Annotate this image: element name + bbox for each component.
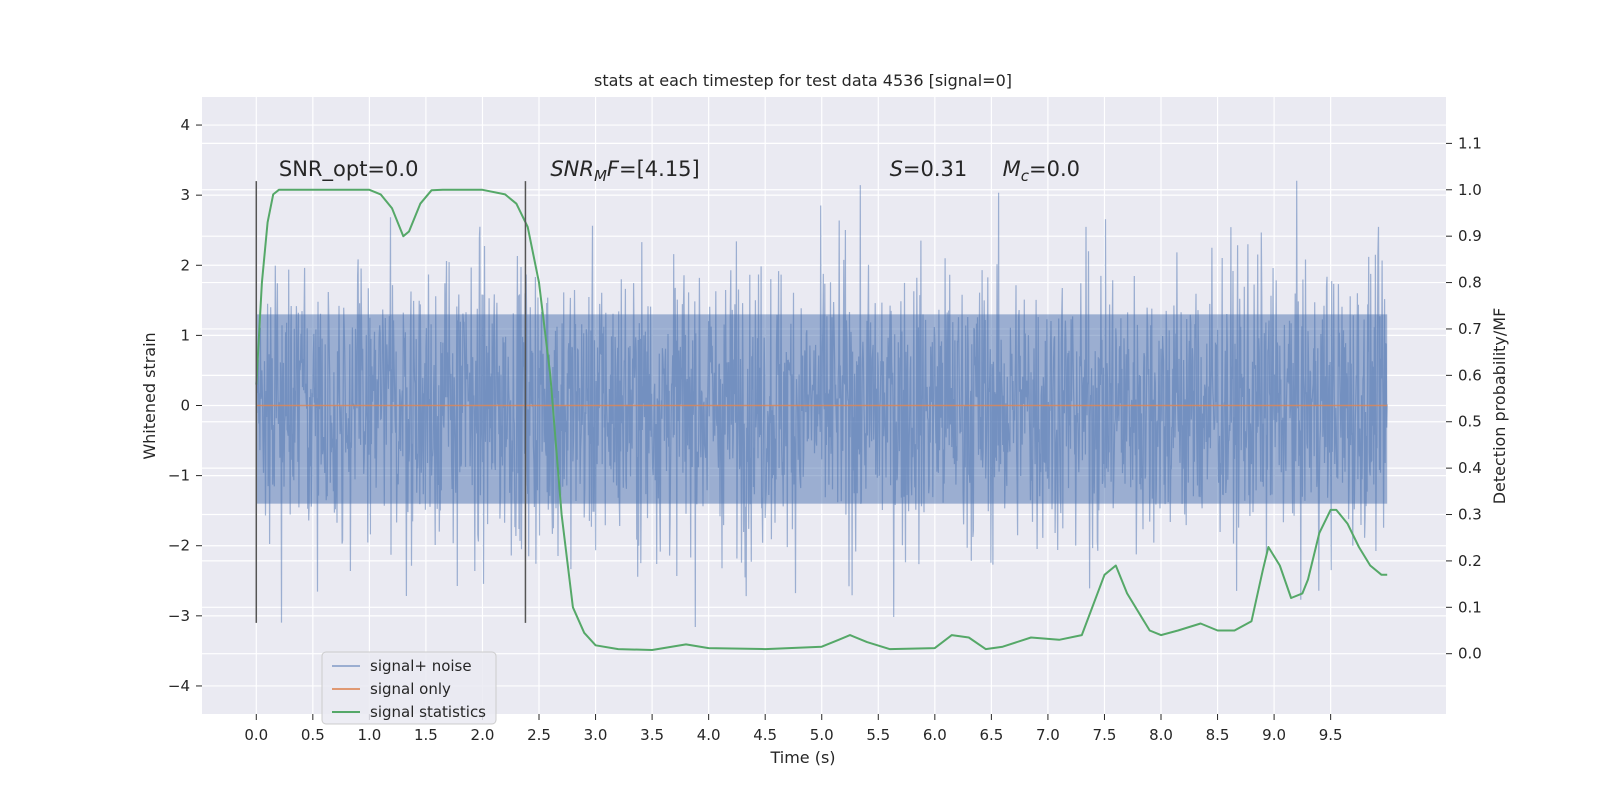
annotation-3: Mc=0.0 [1003,157,1080,185]
legend-label: signal only [370,680,451,698]
x-tick-label: 7.5 [1093,726,1117,744]
x-tick-label: 6.0 [923,726,947,744]
y-axis-label: Whitened strain [140,332,159,459]
series-signal-noise [255,180,1388,628]
y2-tick-label: 0.5 [1458,413,1482,431]
y2-tick-label: 1.1 [1458,134,1482,152]
y-tick-label: −4 [168,677,190,695]
x-tick-label: 7.0 [1036,726,1060,744]
signal-statistics-line [255,188,1388,651]
y2-tick-label: 0.8 [1458,274,1482,292]
x-tick-label: 1.0 [357,726,381,744]
signal-noise-core [256,314,1388,504]
y2-axis-ticks: 0.0 0.1 0.2 0.3 0.4 0.5 0.6 0.7 0.8 0.9 1.0 1.1 [1446,134,1482,663]
y2-tick-label: 1.0 [1458,181,1482,199]
x-tick-label: 5.5 [866,726,890,744]
x-tick-label: 8.0 [1149,726,1173,744]
y-tick-label: 4 [180,116,190,134]
legend-label: signal+ noise [370,657,472,675]
y2-tick-label: 0.7 [1458,320,1482,338]
y2-tick-label: 0.1 [1458,598,1482,616]
x-tick-label: 8.5 [1206,726,1230,744]
chart-title: stats at each timestep for test data 453… [594,71,1012,90]
y2-axis-label: Detection probability/MF [1490,308,1509,505]
y-tick-label: −2 [168,537,190,555]
x-tick-label: 3.5 [640,726,664,744]
annotation-0: SNR_opt=0.0 [279,157,419,182]
x-axis-label: Time (s) [769,748,835,767]
x-tick-label: 2.5 [527,726,551,744]
x-tick-label: 1.5 [414,726,438,744]
x-tick-label: 4.0 [697,726,721,744]
legend: signal+ noise signal only signal statistic… [321,651,497,725]
series-signal-statistics [255,188,1388,651]
x-tick-label: 0.5 [301,726,325,744]
x-tick-label: 9.5 [1319,726,1343,744]
legend-box [321,651,497,725]
y-axis-ticks: −4 −3 −2 −1 0 1 2 3 4 [168,116,202,695]
x-tick-label: 0.0 [244,726,268,744]
x-tick-label: 5.0 [810,726,834,744]
y2-tick-label: 0.3 [1458,506,1482,524]
y-tick-label: 2 [180,256,190,274]
y2-tick-label: 0.9 [1458,227,1482,245]
annotation-1: SNRMF=[4.15] [550,157,699,185]
x-tick-label: 2.0 [471,726,495,744]
y2-tick-label: 0.2 [1458,552,1482,570]
vertical-markers [255,181,527,623]
annotations: SNR_opt=0.0 SNRMF=[4.15] S=0.31 Mc=0.0 [279,157,1080,185]
y2-tick-label: 0.0 [1458,645,1482,663]
x-tick-label: 4.5 [753,726,777,744]
x-axis-ticks: 0.0 0.5 1.0 1.5 2.0 2.5 3.0 3.5 4.0 4.5 5.0 5.5 6.0 6… [244,714,1343,744]
x-tick-label: 9.0 [1262,726,1286,744]
y-tick-label: 3 [180,186,190,204]
y-tick-label: −3 [168,607,190,625]
annotation-2: S=0.31 [890,157,968,181]
y2-tick-label: 0.6 [1458,366,1482,384]
y-tick-label: 1 [180,326,190,344]
y-tick-label: −1 [168,467,190,485]
x-tick-label: 6.5 [979,726,1003,744]
y-tick-label: 0 [180,397,190,415]
legend-label: signal statistics [370,703,486,721]
y2-tick-label: 0.4 [1458,459,1482,477]
x-tick-label: 3.0 [584,726,608,744]
